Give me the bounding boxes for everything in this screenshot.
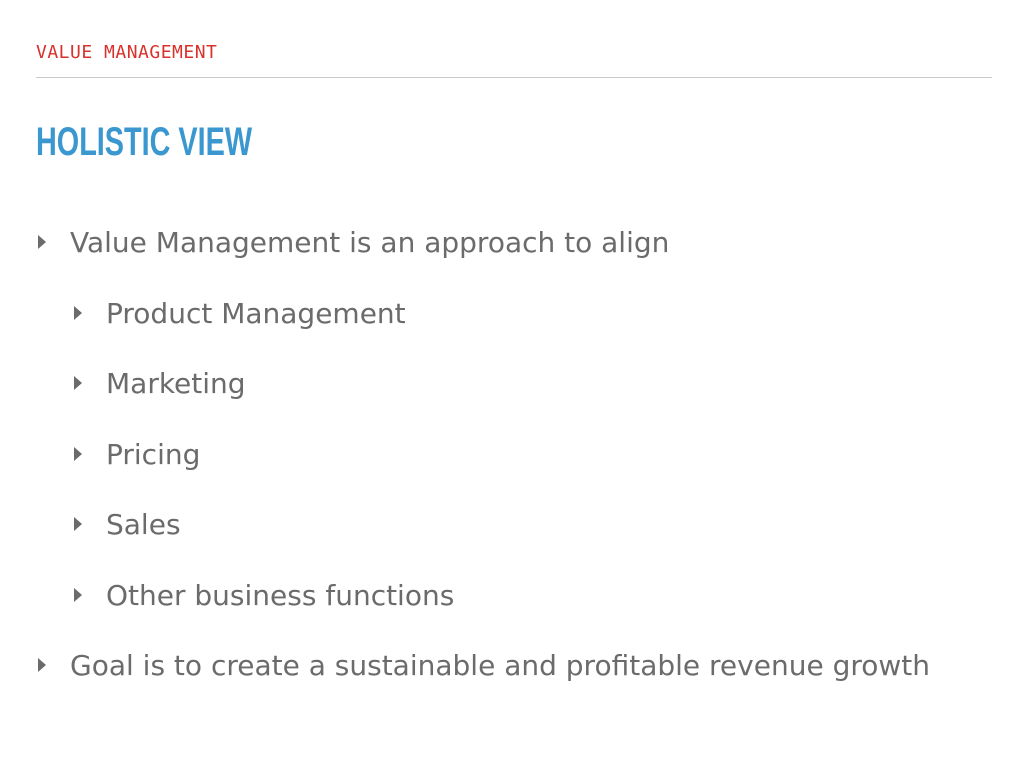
header-divider	[36, 77, 992, 78]
section-header: VALUE MANAGEMENT	[36, 42, 218, 63]
slide-title: HOLISTIC VIEW	[36, 120, 253, 164]
triangle-bullet-icon	[38, 235, 46, 249]
bullet-item-1: Value Management is an approach to align	[38, 222, 669, 262]
triangle-bullet-icon	[74, 306, 82, 320]
bullet-text: Goal is to create a sustainable and prof…	[70, 648, 931, 682]
sub-bullet-item-3: Pricing	[74, 434, 200, 474]
bullet-text: Sales	[106, 507, 181, 541]
triangle-bullet-icon	[74, 588, 82, 602]
sub-bullet-item-1: Product Management	[74, 293, 406, 333]
bullet-text: Marketing	[106, 366, 246, 400]
bullet-text: Pricing	[106, 437, 201, 471]
bullet-text: Product Management	[106, 296, 406, 330]
triangle-bullet-icon	[38, 658, 46, 672]
triangle-bullet-icon	[74, 447, 82, 461]
sub-bullet-item-5: Other business functions	[74, 575, 454, 615]
sub-bullet-item-2: Marketing	[74, 363, 246, 403]
sub-bullet-item-4: Sales	[74, 504, 181, 544]
triangle-bullet-icon	[74, 376, 82, 390]
bullet-item-2: Goal is to create a sustainable and prof…	[38, 645, 930, 685]
bullet-text: Value Management is an approach to align	[70, 225, 670, 259]
bullet-text: Other business functions	[106, 578, 455, 612]
triangle-bullet-icon	[74, 517, 82, 531]
